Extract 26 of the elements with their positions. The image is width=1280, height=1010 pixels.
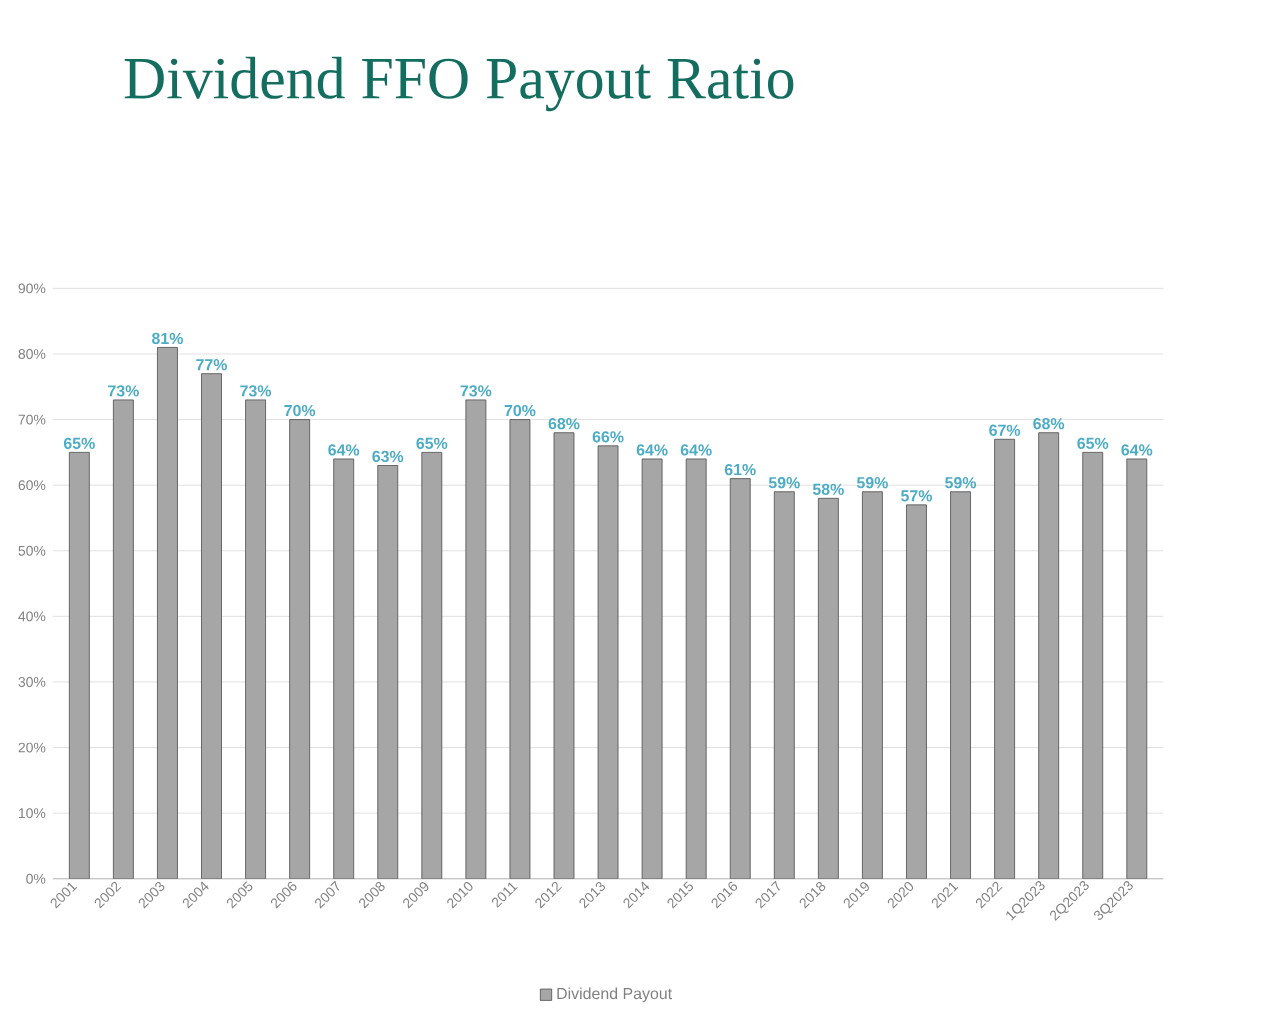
bar: [729, 478, 751, 879]
bar: [1126, 458, 1148, 879]
bar: [1082, 451, 1104, 879]
bar: [333, 458, 355, 879]
bar: [641, 458, 663, 879]
bar: [509, 419, 531, 879]
bar: [201, 373, 222, 879]
bar: [157, 347, 178, 879]
bar: [994, 438, 1016, 879]
bar: [245, 399, 266, 879]
bar: [597, 445, 619, 879]
bar: [950, 491, 971, 879]
bar: [906, 504, 927, 879]
bar: [421, 451, 443, 879]
bar: [112, 399, 134, 879]
bar: [1038, 432, 1060, 879]
bar: [377, 465, 399, 879]
bar: [862, 491, 883, 879]
bar: [465, 399, 487, 879]
chart-title: Dividend FFO Payout Ratio: [124, 56, 794, 112]
bar: [773, 491, 795, 879]
bar: [289, 419, 311, 879]
bar: [817, 497, 839, 879]
bar: [68, 451, 90, 879]
bar: [685, 458, 707, 879]
bar: [553, 432, 575, 879]
